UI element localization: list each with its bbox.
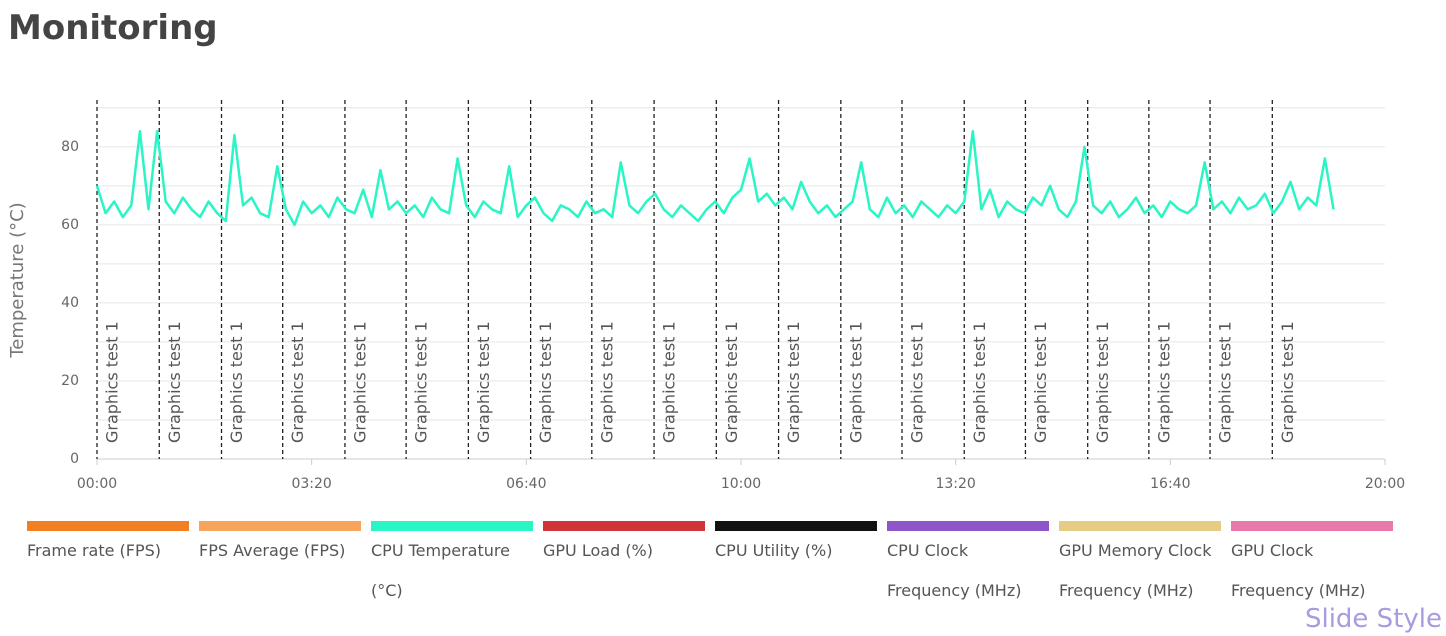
annotation-label: Graphics test 1 [784, 321, 803, 443]
y-tick-label: 40 [61, 295, 79, 311]
annotation-label: Graphics test 1 [474, 321, 493, 443]
legend-label: CPU Clock Frequency (MHz) [887, 541, 1022, 600]
annotation-label: Graphics test 1 [722, 321, 741, 443]
legend-swatch [1231, 521, 1393, 531]
annotation-label: Graphics test 1 [350, 321, 369, 443]
data-line [95, 129, 1335, 227]
x-tick-label: 03:20 [291, 476, 331, 492]
legend-label: GPU Clock Frequency (MHz) [1231, 541, 1366, 600]
legend-swatch [27, 521, 189, 531]
legend-label: GPU Memory Clock Frequency (MHz) [1059, 541, 1212, 600]
annotation-label: Graphics test 1 [1278, 321, 1297, 443]
annotation-label: Graphics test 1 [412, 321, 431, 443]
annotation-label: Graphics test 1 [1154, 321, 1173, 443]
page-title: Monitoring [8, 8, 218, 48]
annotation-label: Graphics test 1 [846, 321, 865, 443]
x-tick-label: 06:40 [506, 476, 546, 492]
annotation-label: Graphics test 1 [165, 321, 184, 443]
annotation-label: Graphics test 1 [536, 321, 555, 443]
x-tick-label: 13:20 [935, 476, 975, 492]
legend-item[interactable]: CPU Temperature (°C) [371, 521, 533, 611]
legend-swatch [199, 521, 361, 531]
legend-label: GPU Load (%) [543, 541, 653, 560]
legend-swatch [371, 521, 533, 531]
y-axis-label: Temperature (°C) [7, 202, 28, 358]
legend-swatch [1059, 521, 1221, 531]
annotation-label: Graphics test 1 [660, 321, 679, 443]
legend-label: CPU Utility (%) [715, 541, 833, 560]
annotation-label: Graphics test 1 [288, 321, 307, 443]
legend-item[interactable]: GPU Memory Clock Frequency (MHz) [1059, 521, 1221, 611]
legend-swatch [715, 521, 877, 531]
legend-swatch [887, 521, 1049, 531]
x-tick-label: 00:00 [77, 476, 117, 492]
x-tick-label: 10:00 [721, 476, 761, 492]
annotation-label: Graphics test 1 [227, 321, 246, 443]
legend-label: Frame rate (FPS) [27, 541, 162, 560]
annotation-label: Graphics test 1 [970, 321, 989, 443]
x-tick-label: 16:40 [1150, 476, 1190, 492]
watermark: Slide Style [1304, 604, 1442, 634]
legend-item[interactable]: GPU Load (%) [543, 521, 705, 611]
legend-item[interactable]: CPU Utility (%) [715, 521, 877, 611]
legend-item[interactable]: Frame rate (FPS) [27, 521, 189, 611]
annotation-label: Graphics test 1 [1216, 321, 1235, 443]
annotation-label: Graphics test 1 [908, 321, 927, 443]
y-tick-label: 80 [61, 139, 79, 155]
legend-swatch [543, 521, 705, 531]
legend: Frame rate (FPS) FPS Average (FPS) CPU Tem… [27, 521, 1403, 611]
legend-item[interactable]: FPS Average (FPS) [199, 521, 361, 611]
annotation-label: Graphics test 1 [103, 321, 122, 443]
annotation-label: Graphics test 1 [1031, 321, 1050, 443]
annotation-label: Graphics test 1 [1093, 321, 1112, 443]
y-tick-label: 0 [70, 451, 79, 467]
x-tick-label: 20:00 [1365, 476, 1405, 492]
y-tick-label: 60 [61, 217, 79, 233]
legend-label: FPS Average (FPS) [199, 541, 346, 560]
y-tick-label: 20 [61, 373, 79, 389]
legend-item[interactable]: CPU Clock Frequency (MHz) [887, 521, 1049, 611]
legend-label: CPU Temperature (°C) [371, 541, 510, 600]
legend-item[interactable]: GPU Clock Frequency (MHz) [1231, 521, 1393, 611]
annotation-label: Graphics test 1 [597, 321, 616, 443]
